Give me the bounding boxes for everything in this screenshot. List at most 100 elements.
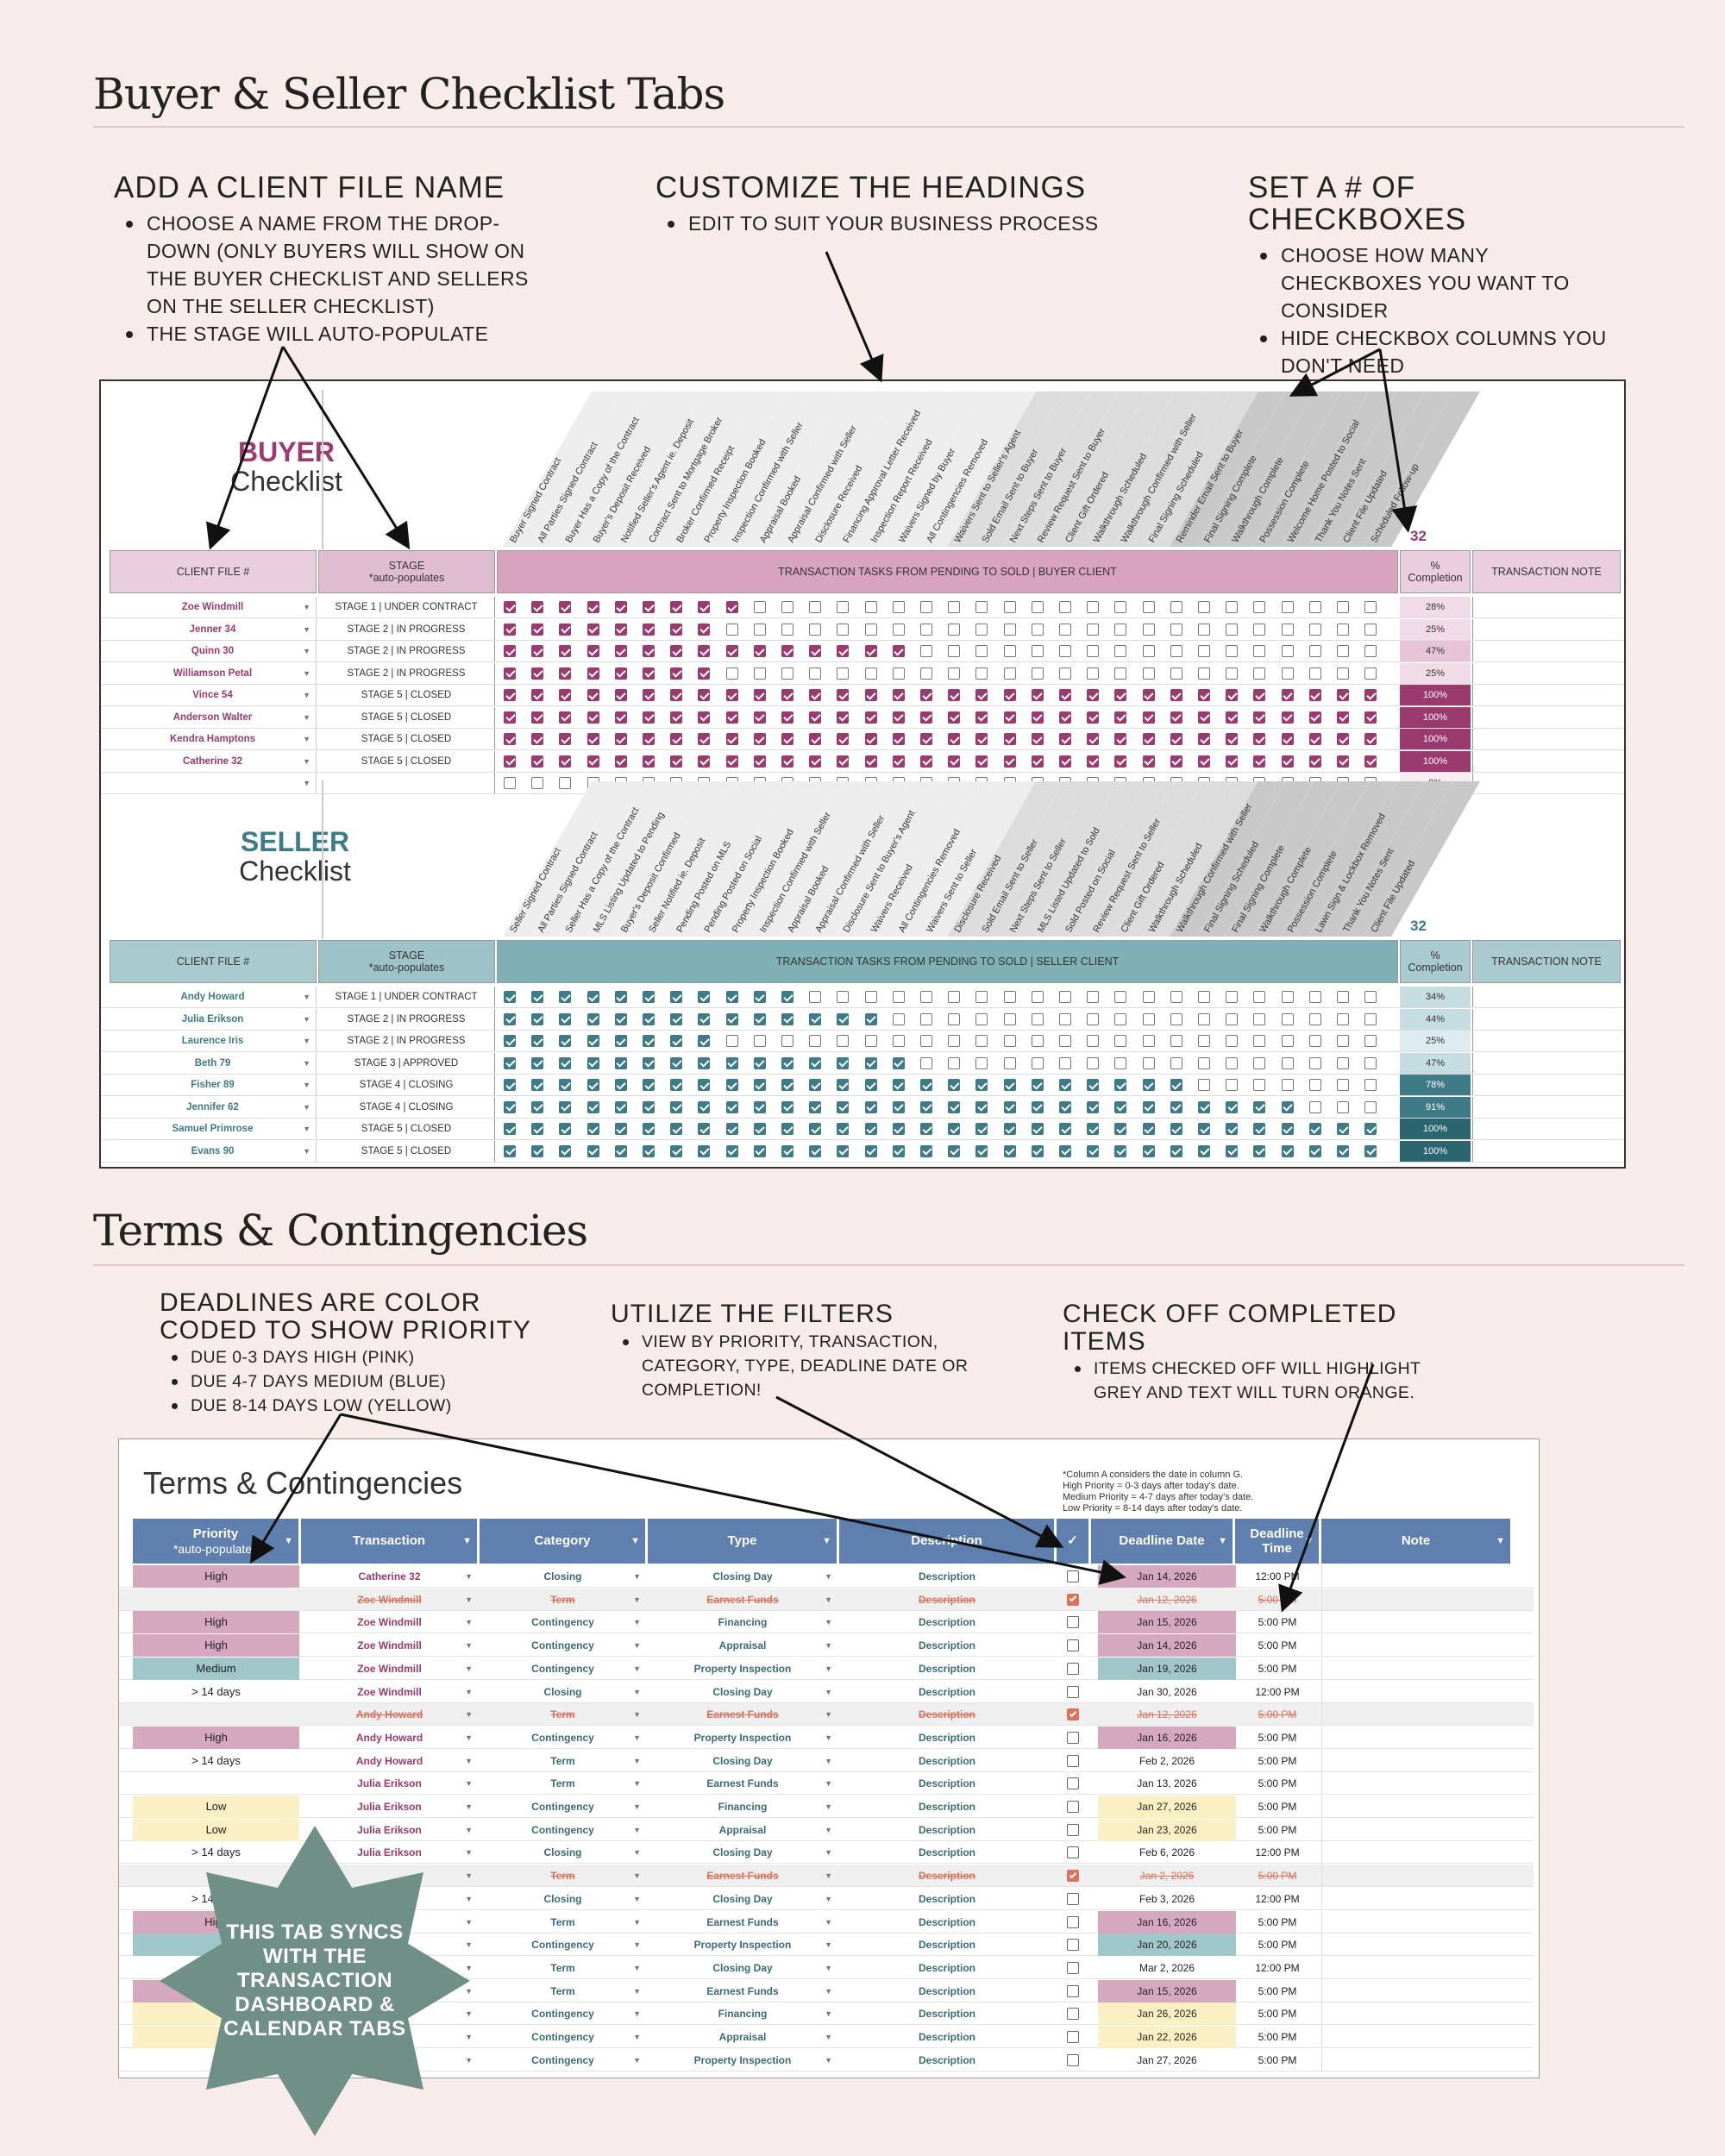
task-checkbox[interactable] (864, 1056, 877, 1069)
task-checkbox[interactable] (1281, 711, 1294, 724)
task-checkbox[interactable] (1170, 1100, 1182, 1113)
task-checkbox[interactable] (531, 601, 544, 613)
task-checkbox[interactable] (1003, 991, 1016, 1003)
task-checkbox[interactable] (531, 645, 544, 657)
task-checkbox[interactable] (809, 991, 822, 1003)
task-checkbox[interactable] (1308, 1056, 1321, 1069)
task-checkbox[interactable] (614, 991, 627, 1003)
chevron-down-icon[interactable]: ▼ (303, 1146, 310, 1156)
type-select[interactable]: Earnest Funds ▼ (648, 1589, 837, 1611)
task-checkbox[interactable] (698, 1056, 711, 1069)
task-checkbox[interactable] (892, 1144, 905, 1157)
chevron-down-icon[interactable]: ▼ (465, 1871, 473, 1881)
filter-icon[interactable]: ▼ (822, 1536, 831, 1546)
transaction-select[interactable]: Julia Erikson ▼ (301, 1772, 478, 1795)
task-checkbox[interactable] (948, 1100, 961, 1113)
task-checkbox[interactable] (753, 667, 766, 680)
chevron-down-icon[interactable]: ▼ (465, 2033, 473, 2041)
task-checkbox[interactable] (948, 1035, 961, 1047)
chevron-down-icon[interactable]: ▼ (465, 1848, 473, 1858)
task-checkbox[interactable] (1031, 667, 1044, 680)
task-checkbox[interactable] (1308, 1035, 1321, 1047)
task-checkbox[interactable] (725, 1079, 738, 1091)
task-checkbox[interactable] (559, 1012, 572, 1025)
transaction-select[interactable]: Zoe Windmill ▼ (301, 1658, 478, 1680)
chevron-down-icon[interactable]: ▼ (633, 1963, 641, 1972)
task-checkbox[interactable] (586, 1100, 599, 1113)
task-checkbox[interactable] (781, 667, 794, 680)
task-checkbox[interactable] (559, 777, 572, 789)
chevron-down-icon[interactable]: ▼ (633, 1917, 641, 1927)
task-checkbox[interactable] (753, 1035, 766, 1047)
complete-checkbox[interactable] (1067, 1731, 1079, 1744)
task-checkbox[interactable] (781, 991, 794, 1003)
chevron-down-icon[interactable]: ▼ (825, 1618, 832, 1627)
task-checkbox[interactable] (698, 755, 711, 768)
note-cell[interactable] (1321, 1726, 1511, 1749)
task-checkbox[interactable] (670, 991, 683, 1003)
task-checkbox[interactable] (864, 1144, 877, 1157)
note-cell[interactable] (1321, 2026, 1511, 2048)
deadline-time-cell[interactable]: 5:00 PM (1235, 1658, 1320, 1680)
task-checkbox[interactable] (864, 991, 877, 1003)
task-checkbox[interactable] (531, 689, 544, 701)
task-checkbox[interactable] (1059, 1035, 1071, 1047)
task-checkbox[interactable] (725, 1012, 738, 1025)
task-checkbox[interactable] (1059, 645, 1071, 657)
chevron-down-icon[interactable]: ▼ (825, 1687, 832, 1696)
task-checkbox[interactable] (1226, 1079, 1239, 1091)
type-select[interactable]: Appraisal ▼ (648, 2026, 837, 2048)
task-checkbox[interactable] (1003, 711, 1016, 724)
task-checkbox[interactable] (1031, 1123, 1044, 1135)
task-checkbox[interactable] (837, 991, 850, 1003)
transaction-select[interactable]: Zoe Windmill ▼ (301, 1611, 478, 1633)
task-checkbox[interactable] (698, 1144, 711, 1157)
task-checkbox[interactable] (781, 601, 794, 613)
note-cell[interactable] (1321, 1910, 1511, 1934)
task-checkbox[interactable] (892, 1079, 905, 1091)
category-select[interactable]: Closing ▼ (480, 1888, 646, 1910)
deadline-time-cell[interactable]: 5:00 PM (1235, 2002, 1320, 2025)
task-checkbox[interactable] (948, 1144, 961, 1157)
deadline-time-cell[interactable]: 5:00 PM (1235, 1750, 1320, 1772)
task-checkbox[interactable] (809, 733, 822, 745)
task-checkbox[interactable] (1226, 623, 1239, 636)
transaction-select[interactable]: Andy Howard ▼ (301, 1750, 478, 1772)
task-checkbox[interactable] (1253, 991, 1266, 1003)
deadline-date-cell[interactable]: Jan 19, 2026 (1098, 1657, 1236, 1680)
task-checkbox[interactable] (725, 667, 738, 680)
chevron-down-icon[interactable]: ▼ (303, 1014, 310, 1024)
task-checkbox[interactable] (753, 1012, 766, 1025)
note-cell[interactable] (1321, 1749, 1511, 1772)
task-checkbox[interactable] (531, 991, 544, 1003)
task-checkbox[interactable] (1114, 1012, 1127, 1025)
task-checkbox[interactable] (531, 777, 544, 789)
task-checkbox[interactable] (1003, 755, 1016, 768)
task-checkbox[interactable] (1142, 1056, 1155, 1069)
task-checkbox[interactable] (1031, 755, 1044, 768)
complete-checkbox[interactable] (1067, 1961, 1079, 1974)
type-select[interactable]: Property Inspection ▼ (648, 2049, 837, 2071)
task-checkbox[interactable] (1226, 1035, 1239, 1047)
deadline-date-cell[interactable]: Jan 14, 2026 (1098, 1634, 1236, 1658)
task-checkbox[interactable] (1059, 667, 1071, 680)
task-checkbox[interactable] (892, 1056, 905, 1069)
task-checkbox[interactable] (586, 1123, 599, 1135)
task-checkbox[interactable] (698, 623, 711, 636)
filter-icon[interactable]: ▼ (1218, 1536, 1227, 1546)
transaction-select[interactable]: ▼ (301, 1934, 478, 1956)
task-checkbox[interactable] (1198, 733, 1210, 745)
task-checkbox[interactable] (1364, 1100, 1377, 1113)
task-checkbox[interactable] (864, 667, 877, 680)
task-checkbox[interactable] (1170, 667, 1182, 680)
description-cell[interactable]: Description (839, 1980, 1055, 2002)
task-checkbox[interactable] (1031, 1035, 1044, 1047)
task-checkbox[interactable] (1253, 645, 1266, 657)
deadline-time-cell[interactable]: 5:00 PM (1235, 1634, 1320, 1657)
transaction-note-cell[interactable] (1472, 1119, 1621, 1139)
complete-checkbox[interactable] (1067, 1915, 1079, 1928)
description-cell[interactable]: Description (839, 1957, 1055, 1979)
type-select[interactable]: Closing Day ▼ (648, 1841, 837, 1864)
task-checkbox[interactable] (1114, 711, 1127, 724)
task-checkbox[interactable] (892, 711, 905, 724)
